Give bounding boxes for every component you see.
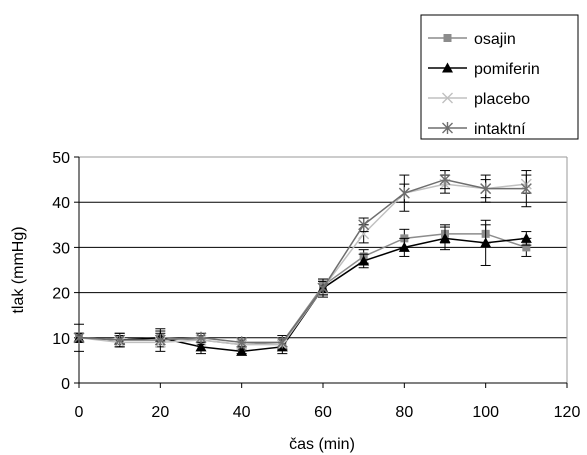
data-point-pomiferin-40 [236,345,248,356]
data-point-intaktní-0 [73,331,85,344]
data-point-intaktní-50-shape [276,336,288,349]
data-point-pomiferin-100 [480,237,492,248]
tick-labels: 0 10 20 30 40 50 0 20 40 60 80 100 120 [52,150,580,421]
legend-marker-pomiferin-shape [442,62,453,73]
legend-marker-placebo [442,92,453,104]
x-tick-label-60: 60 [314,404,332,421]
legend-marker-placebo-shape [442,92,453,104]
series-pomiferin [73,219,532,356]
legend-label-osajin: osajin [474,31,516,48]
legend-marker-intaktní [442,122,453,134]
data-point-pomiferin-30 [195,341,207,352]
gridlines [79,156,568,383]
legend-label-placebo: placebo [474,91,530,108]
data-point-pomiferin-100-shape [480,237,492,248]
data-point-pomiferin-40-shape [236,345,248,356]
series-osajin [74,224,532,350]
y-tick-label-20: 20 [52,286,70,303]
data-point-intaktní-100-shape [480,182,492,195]
data-point-intaktní-50 [276,336,288,349]
data-point-intaktní-80 [398,187,410,200]
legend-item-osajin: osajin [428,31,516,48]
x-axis-title: čas (min) [289,436,355,453]
data-point-pomiferin-70-shape [358,255,370,266]
y-tick-label-50: 50 [52,150,70,167]
data-point-intaktní-30 [195,331,207,344]
x-tick-label-80: 80 [395,404,413,421]
series-group [73,170,532,356]
series-line-osajin [78,233,527,346]
data-point-intaktní-60-shape [317,282,329,295]
data-point-pomiferin-30-shape [195,341,207,352]
y-tick-label-30: 30 [52,240,70,257]
series-intaktní [73,170,532,352]
data-point-pomiferin-110 [520,232,532,243]
data-point-intaktní-30-shape [195,331,207,344]
legend-item-intaktní: intaktní [428,121,526,138]
y-tick-label-40: 40 [52,195,70,212]
legend-label-intaktní: intaktní [474,121,526,138]
series-placebo [73,174,532,351]
x-tick-label-100: 100 [472,404,499,421]
legend-item-placebo: placebo [428,91,530,108]
legend-marker-osajin-shape [443,34,452,42]
series-line-intaktní [78,178,527,344]
legend-marker-pomiferin [442,62,453,73]
data-point-pomiferin-80 [398,241,410,252]
y-tick-label-10: 10 [52,331,70,348]
data-point-intaktní-40-shape [236,336,248,349]
data-point-pomiferin-70 [358,255,370,266]
legend-label-pomiferin: pomiferin [474,61,540,78]
data-point-intaktní-70-shape [358,218,370,231]
legend-marker-intaktní-shape [442,122,453,134]
x-tick-label-120: 120 [554,404,581,421]
data-point-intaktní-110-shape [520,182,532,195]
x-tick-label-0: 0 [75,404,84,421]
data-point-pomiferin-80-shape [398,241,410,252]
data-point-osajin-110-shape [522,243,531,252]
data-point-intaktní-10-shape [114,334,126,347]
data-point-intaktní-10 [114,334,126,347]
x-tick-label-40: 40 [233,404,251,421]
legend-item-pomiferin: pomiferin [428,61,540,78]
data-point-intaktní-70 [358,218,370,231]
series-line-placebo [78,183,527,346]
data-point-intaktní-40 [236,336,248,349]
series-line-pomiferin [78,237,527,353]
data-point-intaktní-110 [520,182,532,195]
data-point-intaktní-90 [439,173,451,186]
data-point-intaktní-90-shape [439,173,451,186]
legend: osajin pomiferin placebo intaktní [420,14,579,140]
data-point-intaktní-0-shape [73,331,85,344]
data-point-intaktní-100 [480,182,492,195]
data-point-pomiferin-110-shape [520,232,532,243]
data-point-osajin-110 [522,243,531,252]
data-point-intaktní-20-shape [154,334,166,347]
data-point-intaktní-80-shape [398,187,410,200]
legend-marker-osajin [443,34,452,42]
axes [74,156,568,388]
data-point-intaktní-60 [317,282,329,295]
y-axis-title: tlak (mmHg) [10,226,27,313]
y-tick-label-0: 0 [61,376,70,393]
data-point-pomiferin-90-shape [439,232,451,243]
data-point-pomiferin-90 [439,232,451,243]
data-point-intaktní-20 [154,334,166,347]
x-tick-label-20: 20 [151,404,169,421]
